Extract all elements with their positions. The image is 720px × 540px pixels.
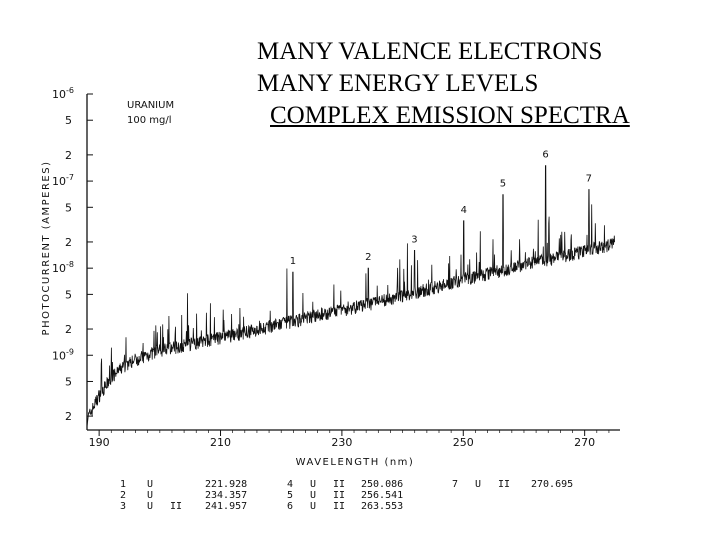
- chart-axes: [86, 94, 620, 431]
- peak-label: 6: [542, 150, 548, 161]
- table-wavelength: 221.928: [205, 479, 247, 490]
- y-tick-label: 10-9: [52, 347, 74, 362]
- heading-line-2: MANY ENERGY LEVELS: [257, 70, 539, 97]
- y-tick-label: 10-7: [52, 173, 74, 188]
- inset-label-concentration: 100 mg/l: [127, 115, 172, 126]
- table-element: U: [147, 501, 153, 512]
- table-line-number: 3: [120, 501, 126, 512]
- line-table: 1 U 221.928 2 U 234.357 3 U II 241.957 4 U II 250.086…: [120, 479, 573, 512]
- table-line-number: 4: [287, 479, 293, 490]
- y-tick-label: 5: [65, 375, 72, 388]
- peak-label: 2: [365, 252, 371, 263]
- table-line-number: 5: [287, 490, 293, 501]
- table-element: U: [147, 490, 153, 501]
- table-wavelength: 234.357: [205, 490, 247, 501]
- x-axis-label: WAVELENGTH (nm): [296, 457, 415, 468]
- peak-label: 4: [461, 205, 467, 216]
- y-tick-label: 2: [65, 323, 72, 336]
- table-ion-state: II: [170, 501, 182, 512]
- y-tick-label: 5: [65, 201, 72, 214]
- y-axis-label: PHOTOCURRENT (AMPERES): [41, 161, 52, 336]
- table-ion-state: II: [333, 490, 345, 501]
- x-tick-label: 230: [331, 436, 352, 449]
- table-line-number: 1: [120, 479, 126, 490]
- inset-label-element: URANIUM: [127, 100, 174, 111]
- table-ion-state: II: [333, 479, 345, 490]
- y-tick-label: 5: [65, 288, 72, 301]
- peak-labels: 1 2 3 4 5 6 7: [290, 150, 592, 267]
- peak-label: 1: [290, 256, 296, 267]
- x-tick-label: 270: [574, 436, 595, 449]
- table-element: U: [310, 490, 316, 501]
- heading-line-3: COMPLEX EMISSION SPECTRA: [270, 102, 630, 129]
- x-tick-label: 190: [89, 436, 110, 449]
- peak-label: 3: [411, 234, 417, 245]
- table-wavelength: 270.695: [531, 479, 573, 490]
- table-element: U: [475, 479, 481, 490]
- peak-label: 7: [586, 174, 592, 185]
- table-element: U: [310, 479, 316, 490]
- peak-label: 5: [500, 179, 506, 190]
- y-tick-label: 2: [65, 236, 72, 249]
- table-wavelength: 263.553: [361, 501, 403, 512]
- table-wavelength: 241.957: [205, 501, 247, 512]
- table-line-number: 6: [287, 501, 293, 512]
- table-wavelength: 250.086: [361, 479, 403, 490]
- x-tick-label: 210: [210, 436, 231, 449]
- table-ion-state: II: [498, 479, 510, 490]
- y-tick-label: 5: [65, 114, 72, 127]
- x-tick-label: 250: [453, 436, 474, 449]
- y-tick-label: 2: [65, 149, 72, 162]
- y-tick-label: 2: [65, 410, 72, 423]
- table-ion-state: II: [333, 501, 345, 512]
- heading-line-1: MANY VALENCE ELECTRONS: [257, 38, 603, 65]
- spectrum-line: [86, 165, 615, 428]
- table-element: U: [310, 501, 316, 512]
- y-tick-label: 10-6: [52, 86, 74, 101]
- y-tick-label: 10-8: [52, 260, 74, 275]
- table-line-number: 2: [120, 490, 126, 501]
- table-wavelength: 256.541: [361, 490, 403, 501]
- table-line-number: 7: [452, 479, 458, 490]
- table-element: U: [147, 479, 153, 490]
